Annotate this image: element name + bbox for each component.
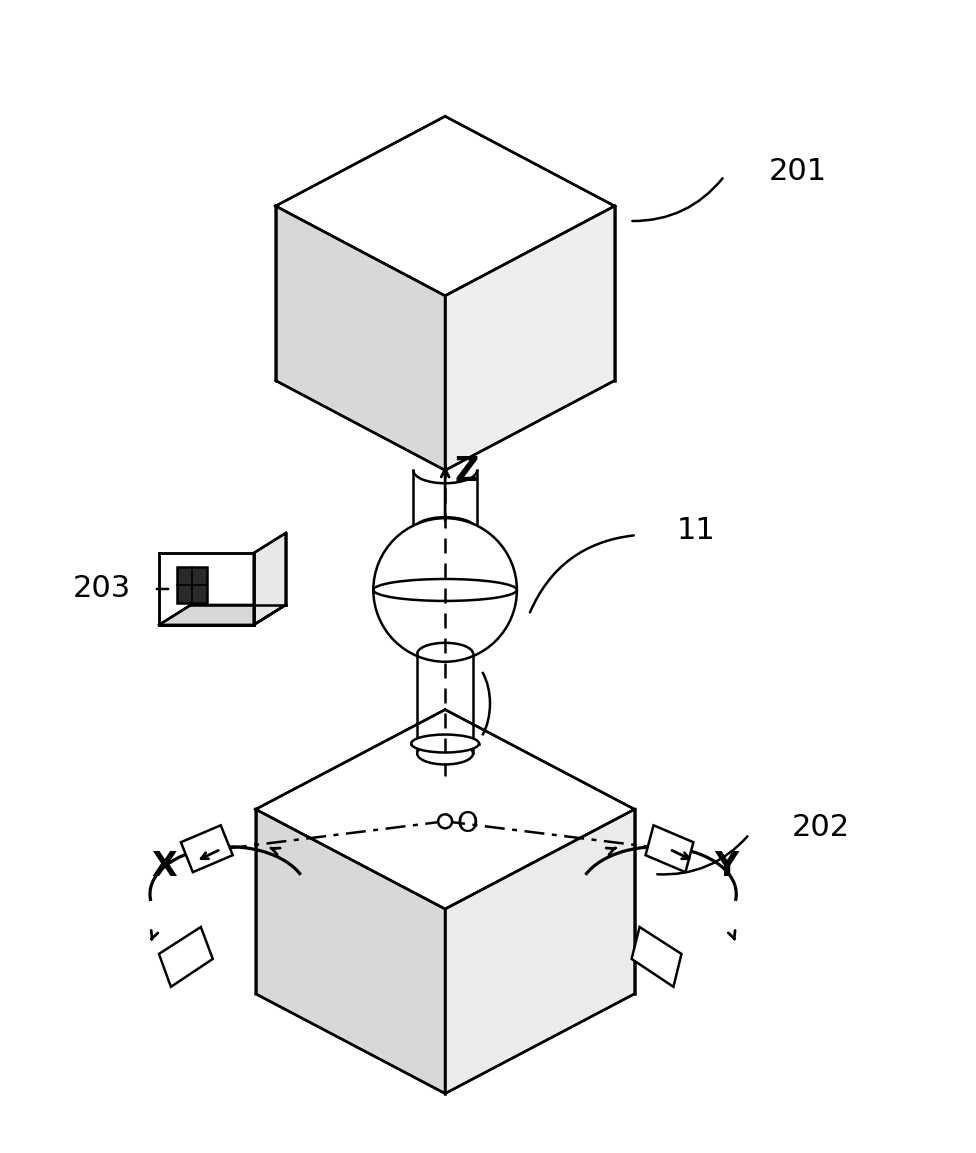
- Text: Z: Z: [455, 454, 479, 488]
- Text: O: O: [456, 811, 478, 838]
- Ellipse shape: [417, 743, 473, 764]
- Text: 202: 202: [793, 813, 850, 842]
- Text: 201: 201: [769, 157, 828, 186]
- Text: 11: 11: [676, 515, 715, 544]
- Polygon shape: [159, 927, 213, 987]
- Polygon shape: [181, 826, 232, 872]
- Polygon shape: [159, 553, 254, 625]
- Ellipse shape: [411, 734, 479, 753]
- Polygon shape: [254, 533, 286, 625]
- Polygon shape: [256, 709, 634, 909]
- Polygon shape: [275, 116, 615, 296]
- Polygon shape: [645, 826, 693, 872]
- Polygon shape: [445, 206, 615, 470]
- Text: X: X: [151, 850, 177, 883]
- Text: 203: 203: [73, 574, 131, 603]
- Circle shape: [438, 814, 452, 828]
- Ellipse shape: [413, 518, 477, 543]
- Polygon shape: [445, 809, 634, 1093]
- Circle shape: [374, 518, 517, 662]
- Text: Y: Y: [714, 850, 739, 883]
- Polygon shape: [631, 927, 681, 987]
- Polygon shape: [256, 809, 445, 1093]
- Polygon shape: [275, 206, 445, 470]
- Polygon shape: [159, 605, 286, 625]
- Polygon shape: [177, 567, 207, 603]
